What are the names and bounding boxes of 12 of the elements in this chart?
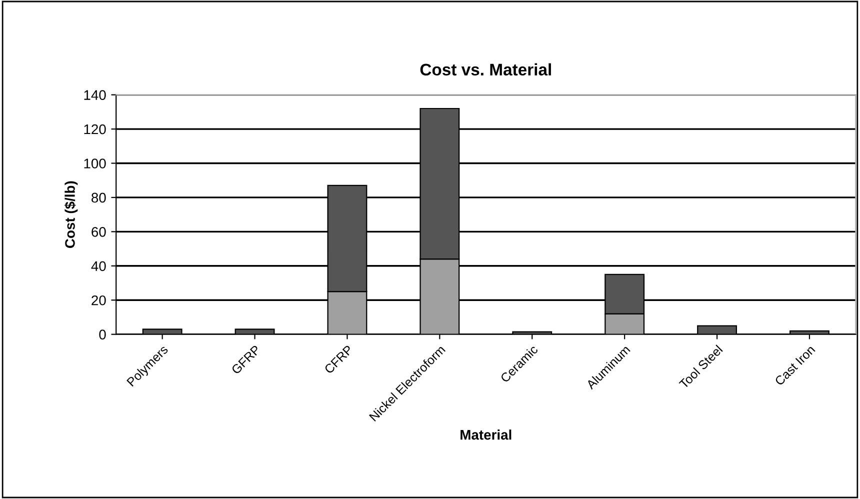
y-tick-label: 60 [92, 227, 106, 237]
y-tick-label: 40 [91, 261, 106, 272]
x-axis-title: Material [460, 430, 512, 440]
x-tick-label: Cast Iron [774, 344, 816, 386]
y-axis-title: Cost ($/lb) [64, 181, 78, 248]
y-tick-label: 100 [84, 158, 106, 168]
y-tick-label: 20 [92, 295, 106, 306]
y-tick-label: 140 [84, 90, 106, 100]
chart-title: Cost vs. Material [420, 63, 551, 76]
y-tick-label: 120 [84, 124, 106, 134]
y-tick-label: 0 [99, 330, 106, 340]
y-tick-label: 80 [92, 192, 106, 203]
